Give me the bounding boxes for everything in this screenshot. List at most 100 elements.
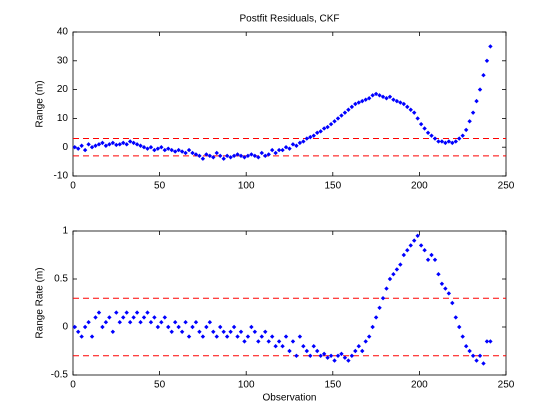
point: [103, 143, 109, 148]
point: [75, 329, 81, 334]
point: [366, 334, 372, 339]
y-tick-label: -0.5: [51, 370, 69, 381]
point: [353, 348, 358, 354]
point: [342, 110, 348, 115]
point: [422, 126, 427, 131]
point: [110, 329, 116, 334]
x-tick-label: 250: [498, 380, 515, 391]
point: [141, 315, 147, 320]
y-axis-label: Range (m): [35, 80, 46, 127]
point: [96, 310, 102, 315]
point: [436, 139, 441, 144]
point: [75, 146, 81, 151]
point: [141, 145, 147, 150]
point: [405, 104, 410, 110]
point: [294, 143, 299, 148]
point: [453, 315, 458, 320]
chart-title: Postfit Residuals, CKF: [239, 14, 339, 25]
point: [72, 145, 77, 150]
point: [197, 329, 202, 334]
point: [346, 107, 351, 112]
x-tick-label: 0: [70, 380, 76, 391]
point: [370, 324, 375, 330]
point: [384, 96, 389, 101]
point: [211, 155, 216, 160]
point: [315, 130, 320, 135]
axes-box: [72, 230, 507, 376]
point: [214, 334, 219, 339]
x-tick-label: 0: [70, 181, 76, 192]
point: [238, 153, 244, 159]
point: [221, 156, 226, 161]
point: [159, 320, 164, 325]
point: [484, 58, 490, 63]
point: [145, 310, 150, 315]
point: [412, 110, 417, 115]
point: [304, 348, 310, 354]
point: [207, 153, 213, 159]
point: [114, 142, 119, 148]
point: [252, 329, 258, 334]
point: [453, 139, 458, 144]
point: [204, 152, 209, 157]
point: [321, 126, 327, 131]
point: [273, 344, 278, 349]
point: [356, 100, 361, 105]
point: [301, 139, 306, 144]
x-tick-label: 50: [154, 380, 166, 391]
point: [204, 324, 209, 330]
point: [107, 142, 112, 147]
point: [391, 97, 396, 102]
y-tick-label: 40: [57, 27, 69, 38]
point: [166, 324, 171, 330]
point: [93, 143, 98, 148]
point: [110, 140, 116, 146]
point: [328, 121, 334, 127]
y-tick-label: 10: [57, 113, 69, 124]
point: [474, 98, 479, 104]
point: [280, 147, 285, 153]
point: [308, 353, 313, 358]
point: [242, 339, 247, 344]
point: [477, 87, 483, 92]
point: [408, 107, 413, 112]
point: [429, 133, 434, 138]
x-tick-label: 200: [411, 380, 428, 391]
point: [166, 146, 171, 151]
point: [408, 243, 413, 248]
point: [342, 355, 348, 360]
point: [387, 94, 393, 99]
point: [418, 243, 424, 248]
point: [89, 334, 95, 339]
point: [425, 130, 431, 135]
point: [446, 139, 452, 144]
point: [360, 98, 365, 104]
point: [467, 348, 472, 354]
y-axis-label: Range Rate (m): [35, 267, 46, 338]
point: [100, 324, 105, 330]
point: [356, 344, 361, 349]
point: [418, 121, 424, 127]
point: [349, 353, 355, 358]
point: [224, 153, 230, 159]
point: [131, 315, 136, 320]
point: [380, 296, 386, 301]
point: [332, 358, 337, 363]
point: [481, 361, 486, 366]
point: [283, 334, 289, 339]
point: [457, 136, 462, 141]
point: [186, 147, 192, 153]
point: [446, 291, 452, 296]
point: [315, 348, 320, 354]
point: [89, 145, 95, 150]
point: [318, 129, 323, 134]
point: [228, 155, 233, 160]
point: [398, 100, 403, 105]
point: [114, 310, 119, 315]
point: [328, 353, 334, 358]
point: [179, 149, 185, 154]
point: [384, 286, 389, 291]
point: [190, 150, 195, 156]
point: [228, 329, 233, 334]
point: [269, 147, 275, 153]
